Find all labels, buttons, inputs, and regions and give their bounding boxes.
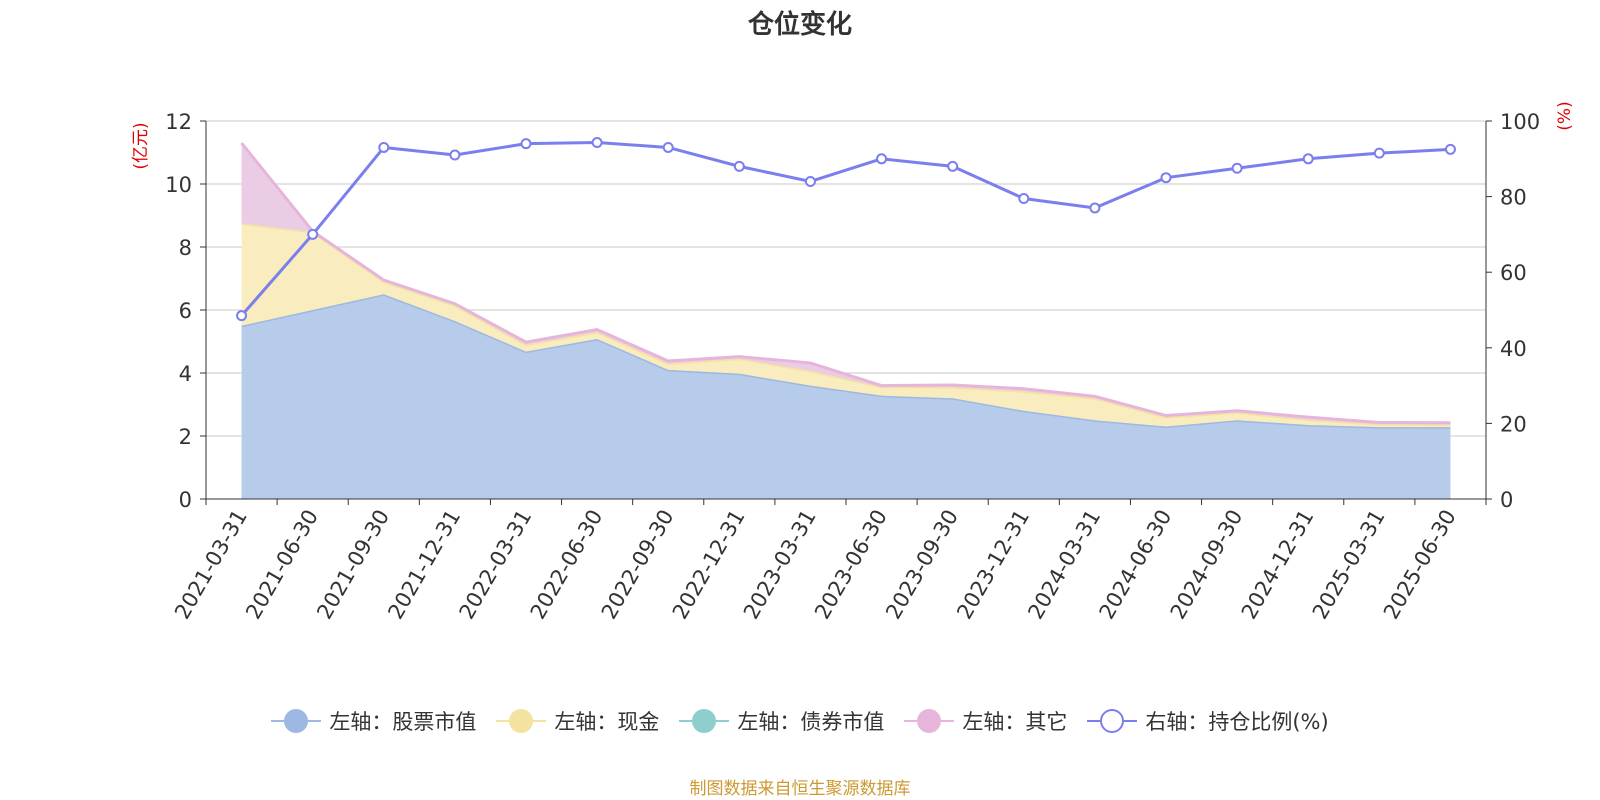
ratio-point: [1018, 192, 1030, 204]
ratio-point: [662, 141, 674, 153]
legend-swatch-icon: [904, 706, 955, 736]
area-fill: [241, 294, 1451, 499]
chart-legend: 左轴：股票市值 左轴：现金 左轴：债券市值 左轴：其它 右轴：持仓比例(%): [0, 706, 1600, 736]
ratio-point: [591, 137, 603, 149]
x-tick-label: 2022-09-30: [597, 506, 679, 624]
legend-swatch-icon: [1087, 706, 1138, 736]
ratio-point: [236, 310, 248, 322]
y-right-tick-label: 40: [1500, 337, 1527, 361]
source-note: 制图数据来自恒生聚源数据库: [689, 779, 911, 799]
y-left-tick-label: 6: [179, 299, 192, 323]
x-tick-label: 2023-06-30: [810, 506, 892, 624]
x-tick-label: 2022-06-30: [526, 506, 608, 624]
ratio-point: [520, 138, 532, 150]
x-tick-label: 2023-03-31: [739, 506, 821, 624]
legend-swatch-icon: [496, 706, 547, 736]
legend-label: 左轴：其它: [962, 710, 1068, 734]
ratio-point: [947, 160, 959, 172]
ratio-point: [1444, 143, 1456, 155]
y-left-tick-label: 10: [165, 173, 192, 197]
x-tick-label: 2024-06-30: [1095, 506, 1177, 624]
y-left-tick-label: 12: [165, 110, 192, 134]
y-right-tick-label: 80: [1500, 186, 1527, 210]
chart-title: 仓位变化: [747, 10, 852, 40]
x-tick-label: 2021-12-31: [383, 506, 465, 624]
legend-item[interactable]: 左轴：债券市值: [679, 706, 884, 736]
legend-item[interactable]: 左轴：其它: [904, 706, 1067, 736]
y-right-tick-label: 0: [1500, 488, 1513, 512]
ratio-point: [307, 228, 319, 240]
x-tick-label: 2022-12-31: [668, 506, 750, 624]
y-left-axis-label: (亿元): [131, 122, 151, 169]
legend-item[interactable]: 左轴：股票市值: [271, 706, 476, 736]
x-tick-label: 2025-03-31: [1308, 506, 1390, 624]
ratio-point: [1231, 162, 1243, 174]
x-tick-label: 2022-03-31: [455, 506, 537, 624]
y-left-tick-label: 0: [179, 488, 192, 512]
y-left-tick-label: 4: [179, 362, 192, 386]
ratio-point: [449, 149, 461, 161]
legend-swatch-icon: [271, 706, 322, 736]
x-tick-label: 2021-09-30: [312, 506, 394, 624]
y-right-tick-label: 60: [1500, 261, 1527, 285]
legend-item[interactable]: 左轴：现金: [496, 706, 659, 736]
y-left-tick-label: 2: [179, 425, 192, 449]
x-tick-label: 2024-12-31: [1237, 506, 1319, 624]
x-tick-label: 2024-03-31: [1023, 506, 1105, 624]
legend-label: 左轴：股票市值: [329, 710, 477, 734]
legend-label: 左轴：债券市值: [737, 710, 885, 734]
legend-label: 右轴：持仓比例(%): [1145, 710, 1329, 734]
y-left-tick-label: 8: [179, 236, 192, 260]
y-right-tick-label: 100: [1500, 110, 1540, 134]
x-tick-label: 2025-06-30: [1379, 506, 1461, 624]
ratio-point: [378, 141, 390, 153]
legend-item[interactable]: 右轴：持仓比例(%): [1087, 706, 1329, 736]
ratio-point: [804, 175, 816, 187]
area-fill: [241, 223, 1451, 428]
legend-swatch-icon: [679, 706, 730, 736]
ratio-point: [1160, 172, 1172, 184]
x-tick-label: 2021-06-30: [241, 506, 323, 624]
x-tick-label: 2021-03-31: [170, 506, 252, 624]
y-right-tick-label: 20: [1500, 412, 1527, 436]
x-tick-label: 2023-09-30: [881, 506, 963, 624]
x-tick-label: 2024-09-30: [1166, 506, 1248, 624]
ratio-point: [1373, 147, 1385, 159]
y-right-axis-label: (%): [1555, 101, 1575, 130]
area-line: [240, 142, 1451, 425]
ratio-point: [876, 153, 888, 165]
ratio-line: [240, 141, 1451, 317]
ratio-point: [1302, 153, 1314, 165]
legend-label: 左轴：现金: [554, 710, 660, 734]
x-tick-label: 2023-12-31: [952, 506, 1034, 624]
chart-canvas: 024681012020406080100(亿元)(%)2021-03-3120…: [131, 101, 1575, 624]
ratio-point: [1089, 202, 1101, 214]
ratio-point: [733, 160, 745, 172]
